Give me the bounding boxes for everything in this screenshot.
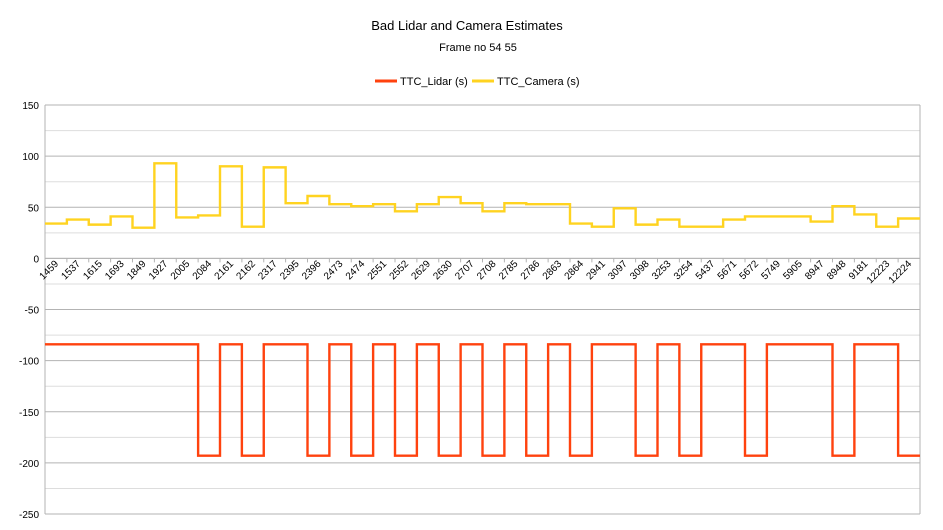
- x-tick-label: 2395: [278, 258, 302, 282]
- x-tick-label: 3254: [672, 258, 696, 282]
- x-tick-label: 1615: [81, 258, 105, 282]
- x-tick-label: 2162: [234, 258, 258, 282]
- legend-label-lidar: TTC_Lidar (s): [400, 76, 468, 88]
- y-tick-label: 0: [33, 254, 39, 265]
- x-tick-label: 5671: [716, 258, 740, 282]
- chart-title: Bad Lidar and Camera Estimates: [371, 18, 563, 33]
- x-tick-label: 3253: [650, 258, 674, 282]
- chart-subtitle: Frame no 54 55: [439, 42, 517, 54]
- x-tick-label: 5437: [694, 258, 718, 282]
- series-layer: [45, 162, 920, 457]
- x-tick-label: 2161: [213, 258, 237, 282]
- x-tick-label: 2786: [519, 258, 543, 282]
- legend: TTC_Lidar (s) TTC_Camera (s): [375, 76, 580, 88]
- x-tick-label: 2317: [256, 258, 280, 282]
- x-tick-label: 2941: [584, 258, 608, 282]
- x-axis: 1459153716151693184919272005208421612162…: [38, 258, 915, 286]
- x-tick-label: 1459: [38, 258, 62, 282]
- y-tick-label: 100: [22, 152, 39, 163]
- y-tick-label: 50: [28, 203, 40, 214]
- x-tick-label: 3097: [606, 258, 630, 282]
- x-tick-label: 3098: [628, 258, 652, 282]
- x-tick-label: 2785: [497, 258, 521, 282]
- x-tick-label: 1927: [147, 258, 171, 282]
- y-axis: 150 100 50 0 -50 -100 -150 -200 -250: [19, 101, 39, 521]
- x-tick-label: 5672: [738, 258, 762, 282]
- x-tick-label: 2473: [322, 258, 346, 282]
- y-tick-label: -50: [25, 306, 40, 317]
- x-tick-label: 8947: [803, 258, 827, 282]
- x-tick-label: 5905: [781, 258, 805, 282]
- x-tick-label: 1693: [103, 258, 127, 282]
- x-tick-label: 5749: [759, 258, 783, 282]
- x-tick-label: 2084: [191, 258, 215, 282]
- x-tick-label: 12224: [887, 258, 915, 286]
- x-tick-label: 2707: [453, 258, 477, 282]
- legend-label-camera: TTC_Camera (s): [497, 76, 580, 88]
- series-line-ttc-camera: [45, 162, 920, 229]
- x-tick-label: 8948: [825, 258, 849, 282]
- y-tick-label: 150: [22, 101, 39, 112]
- x-tick-label: 2552: [388, 258, 412, 282]
- x-tick-label: 2396: [300, 258, 324, 282]
- x-tick-label: 2005: [169, 258, 193, 282]
- series-line-ttc-lidar: [45, 343, 920, 457]
- x-tick-label: 2474: [344, 258, 368, 282]
- x-tick-label: 2630: [431, 258, 455, 282]
- y-tick-label: -100: [19, 357, 39, 368]
- x-tick-label: 2629: [409, 258, 433, 282]
- y-tick-label: -200: [19, 459, 39, 470]
- y-tick-label: -250: [19, 510, 39, 521]
- x-tick-label: 2708: [475, 258, 499, 282]
- x-tick-label: 1537: [59, 258, 83, 282]
- x-tick-label: 2863: [541, 258, 565, 282]
- x-tick-label: 12223: [865, 258, 893, 286]
- x-tick-label: 2551: [366, 258, 390, 282]
- x-tick-label: 1849: [125, 258, 149, 282]
- y-tick-label: -150: [19, 408, 39, 419]
- x-tick-label: 2864: [563, 258, 587, 282]
